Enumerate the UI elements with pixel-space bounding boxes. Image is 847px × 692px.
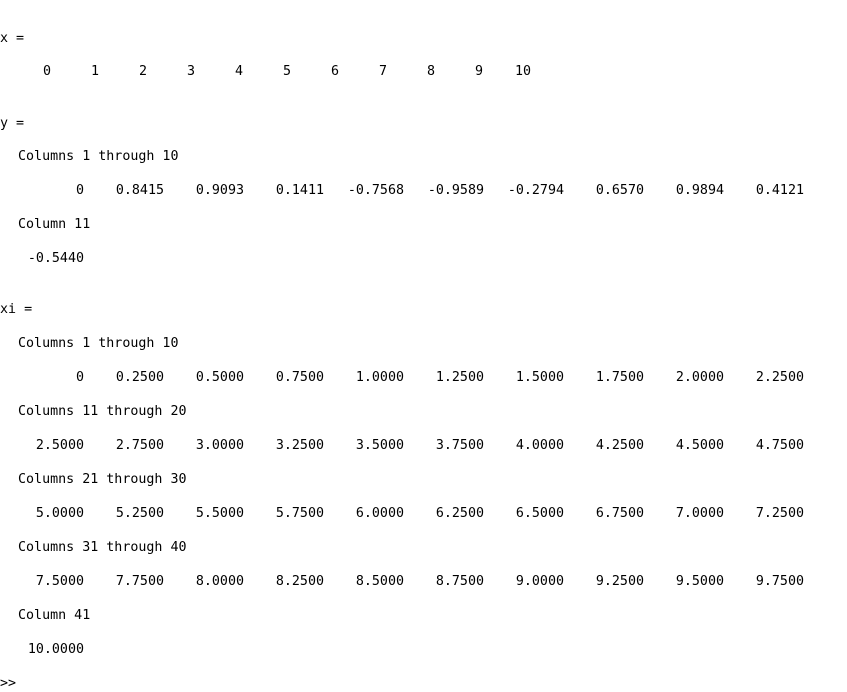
x-value: 7 bbox=[378, 64, 387, 79]
columns-header: Column 41 bbox=[18, 608, 91, 623]
xi-value: 5.7500 bbox=[275, 506, 324, 521]
xi-value: 8.5000 bbox=[355, 574, 404, 589]
xi-value: 2.5000 bbox=[35, 438, 84, 453]
xi-value: 2.2500 bbox=[755, 370, 804, 385]
xi-value: 4.5000 bbox=[675, 438, 724, 453]
xi-value: 6.2500 bbox=[435, 506, 484, 521]
y-value: -0.5440 bbox=[27, 251, 84, 266]
xi-value: 7.2500 bbox=[755, 506, 804, 521]
xi-value: 1.2500 bbox=[435, 370, 484, 385]
xi-value: 3.7500 bbox=[435, 438, 484, 453]
x-value: 9 bbox=[474, 64, 483, 79]
xi-value: 1.7500 bbox=[595, 370, 644, 385]
x-value: 8 bbox=[426, 64, 435, 79]
xi-value: 2.7500 bbox=[115, 438, 164, 453]
x-value: 10 bbox=[514, 64, 531, 79]
xi-value: 5.0000 bbox=[35, 506, 84, 521]
xi-value: 0 bbox=[75, 370, 84, 385]
xi-value: 0.7500 bbox=[275, 370, 324, 385]
xi-value: 3.2500 bbox=[275, 438, 324, 453]
xi-value: 6.0000 bbox=[355, 506, 404, 521]
xi-value: 4.2500 bbox=[595, 438, 644, 453]
y-value: 0.6570 bbox=[595, 183, 644, 198]
x-value: 2 bbox=[138, 64, 147, 79]
xi-value: 9.7500 bbox=[755, 574, 804, 589]
columns-header: Column 11 bbox=[18, 217, 91, 232]
y-value: 0.8415 bbox=[115, 183, 164, 198]
xi-value: 5.2500 bbox=[115, 506, 164, 521]
xi-value: 7.5000 bbox=[35, 574, 84, 589]
xi-value: 8.2500 bbox=[275, 574, 324, 589]
y-value: 0 bbox=[75, 183, 84, 198]
xi-value: 9.0000 bbox=[515, 574, 564, 589]
xi-value: 8.7500 bbox=[435, 574, 484, 589]
xi-value: 9.5000 bbox=[675, 574, 724, 589]
xi-value: 7.0000 bbox=[675, 506, 724, 521]
xi-value: 1.5000 bbox=[515, 370, 564, 385]
y-value: 0.4121 bbox=[755, 183, 804, 198]
x-value: 1 bbox=[90, 64, 99, 79]
columns-header: Columns 1 through 10 bbox=[18, 149, 179, 164]
xi-value: 4.0000 bbox=[515, 438, 564, 453]
x-value: 5 bbox=[282, 64, 291, 79]
command-prompt[interactable]: >> bbox=[0, 676, 17, 691]
y-value: -0.7568 bbox=[347, 183, 404, 198]
xi-value: 3.0000 bbox=[195, 438, 244, 453]
y-value: 0.9093 bbox=[195, 183, 244, 198]
x-value: 6 bbox=[330, 64, 339, 79]
xi-value: 2.0000 bbox=[675, 370, 724, 385]
columns-header: Columns 11 through 20 bbox=[18, 404, 187, 419]
columns-header: Columns 31 through 40 bbox=[18, 540, 187, 555]
variable-label-x: x = bbox=[0, 31, 25, 46]
xi-value: 6.5000 bbox=[515, 506, 564, 521]
xi-value: 9.2500 bbox=[595, 574, 644, 589]
xi-value: 10.0000 bbox=[27, 642, 84, 657]
xi-value: 4.7500 bbox=[755, 438, 804, 453]
x-value: 0 bbox=[42, 64, 51, 79]
columns-header: Columns 21 through 30 bbox=[18, 472, 187, 487]
xi-value: 0.5000 bbox=[195, 370, 244, 385]
xi-value: 1.0000 bbox=[355, 370, 404, 385]
xi-value: 6.7500 bbox=[595, 506, 644, 521]
y-value: -0.9589 bbox=[427, 183, 484, 198]
x-value: 3 bbox=[186, 64, 195, 79]
xi-value: 0.2500 bbox=[115, 370, 164, 385]
y-value: 0.1411 bbox=[275, 183, 324, 198]
x-value: 4 bbox=[234, 64, 243, 79]
xi-value: 7.7500 bbox=[115, 574, 164, 589]
xi-value: 5.5000 bbox=[195, 506, 244, 521]
variable-label-xi: xi = bbox=[0, 302, 33, 317]
xi-value: 3.5000 bbox=[355, 438, 404, 453]
y-value: -0.2794 bbox=[507, 183, 564, 198]
variable-label-y: y = bbox=[0, 116, 25, 131]
xi-value: 8.0000 bbox=[195, 574, 244, 589]
columns-header: Columns 1 through 10 bbox=[18, 336, 179, 351]
y-value: 0.9894 bbox=[675, 183, 724, 198]
